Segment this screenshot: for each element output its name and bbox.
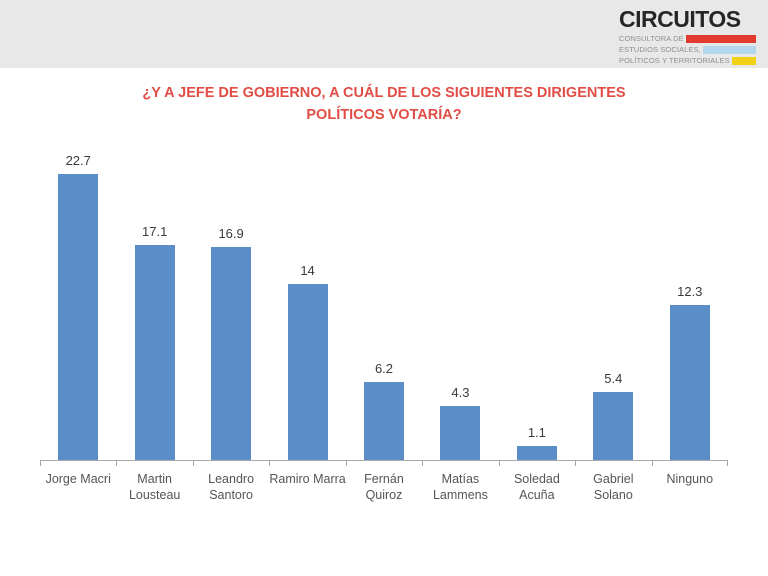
axis-tick-1 bbox=[116, 461, 117, 466]
bar-value-label-6: 1.1 bbox=[527, 425, 546, 440]
axis-tick-7 bbox=[575, 461, 576, 466]
axis-tick-5 bbox=[422, 461, 423, 466]
bar-1 bbox=[134, 245, 175, 460]
bar-3 bbox=[287, 284, 328, 460]
circuitos-logo: CIRCUITOS CONSULTORA DE ESTUDIOS SOCIALE… bbox=[619, 7, 756, 65]
category-label-7: Gabriel Solano bbox=[593, 472, 634, 503]
bar-value-label-2: 16.9 bbox=[218, 226, 244, 241]
axis-tick-2 bbox=[193, 461, 194, 466]
bar-0 bbox=[58, 174, 99, 460]
bar-8 bbox=[669, 305, 710, 460]
bar-4 bbox=[364, 382, 404, 460]
x-axis-category-labels: Jorge Macri Martin Lousteau Leandro Santor… bbox=[40, 471, 728, 517]
bar-value-label-5: 4.3 bbox=[451, 385, 470, 400]
bar-7 bbox=[593, 392, 634, 460]
category-label-0: Jorge Macri bbox=[45, 472, 111, 486]
header-band: CIRCUITOS CONSULTORA DE ESTUDIOS SOCIALE… bbox=[0, 0, 768, 68]
logo-tagline-text-2: ESTUDIOS SOCIALES, bbox=[619, 44, 701, 54]
logo-tagline-text-1: CONSULTORA DE bbox=[619, 33, 684, 43]
bar-value-label-7: 5.4 bbox=[604, 371, 623, 386]
logo-tagline-row-3: POLÍTICOS Y TERRITORIALES bbox=[619, 56, 756, 65]
bar-value-label-0: 22.7 bbox=[65, 153, 91, 168]
logo-blue-bar bbox=[702, 45, 756, 54]
category-label-3: Ramiro Marra bbox=[269, 472, 346, 486]
logo-yellow-bar bbox=[731, 56, 756, 65]
category-label-2: Leandro Santoro bbox=[208, 472, 255, 503]
logo-tagline-text-3: POLÍTICOS Y TERRITORIALES bbox=[619, 55, 730, 65]
axis-tick-6 bbox=[499, 461, 500, 466]
bar-value-label-8: 12.3 bbox=[677, 284, 703, 299]
bar-2 bbox=[211, 247, 252, 460]
axis-tick-4 bbox=[346, 461, 347, 466]
logo-brand-text: CIRCUITOS bbox=[619, 6, 741, 32]
category-label-6: Soledad Acuña bbox=[513, 472, 560, 503]
chart-question-title: ¿Y A JEFE DE GOBIERNO, A CUÁL DE LOS SIG… bbox=[142, 85, 626, 123]
logo-tagline-row-2: ESTUDIOS SOCIALES, bbox=[619, 45, 756, 54]
axis-tick-8 bbox=[652, 461, 653, 466]
axis-tick-9 bbox=[727, 461, 728, 466]
logo-red-bar bbox=[685, 34, 756, 43]
bar-5 bbox=[440, 406, 481, 460]
logo-tagline-row-1: CONSULTORA DE bbox=[619, 34, 756, 43]
bar-value-label-3: 14 bbox=[300, 263, 315, 278]
axis-tick-3 bbox=[269, 461, 270, 466]
category-label-4: Fernán Quiroz bbox=[364, 472, 404, 503]
category-label-5: Matías Lammens bbox=[432, 472, 488, 503]
bar-value-label-4: 6.2 bbox=[374, 361, 394, 376]
bar-value-label-1: 17.1 bbox=[142, 224, 168, 239]
bar-chart-plot-area: 22.7 17.1 16.9 14 6.2 4.3 1.1 5.4 12.3 bbox=[40, 148, 728, 466]
category-label-8: Ninguno bbox=[666, 472, 714, 486]
category-label-1: Martin Lousteau bbox=[128, 472, 181, 503]
bar-6 bbox=[516, 446, 557, 460]
axis-tick-0 bbox=[40, 461, 41, 466]
